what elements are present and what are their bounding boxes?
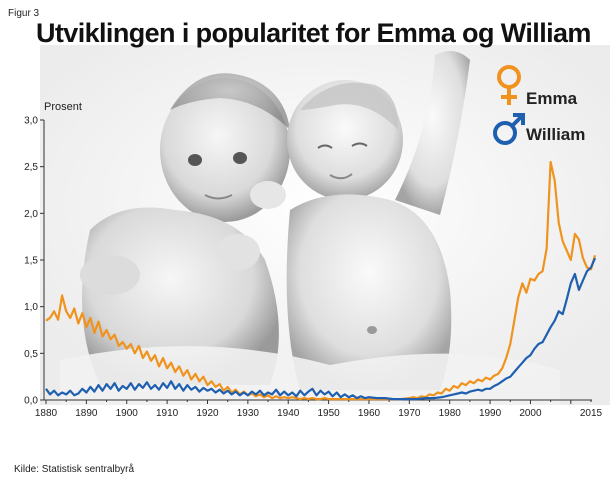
legend-label-emma: Emma (526, 89, 578, 108)
x-tick-label: 2015 (580, 408, 603, 419)
x-axis: 1880 1890 1900 1910 1920 1930 1940 1950 1960 1970… (35, 399, 603, 419)
legend-item-emma: Emma (497, 65, 578, 108)
male-symbol-icon (493, 113, 525, 145)
y-tick-label: 1,0 (24, 302, 38, 313)
x-tick-label: 1930 (237, 408, 260, 419)
source-note: Kilde: Statistisk sentralbyrå (14, 463, 134, 475)
x-tick-label: 1900 (116, 408, 139, 419)
x-tick-label: 1890 (75, 408, 98, 419)
x-tick-label: 1980 (439, 408, 462, 419)
x-tick-label: 1940 (277, 408, 300, 419)
legend-label-william: William (526, 125, 585, 144)
series-line-william (45, 257, 597, 401)
x-tick-label: 1960 (358, 408, 381, 419)
x-tick-label: 1910 (156, 408, 179, 419)
chart-title: Utviklingen i popularitet for Emma og Wi… (36, 18, 591, 48)
x-tick-label: 1970 (398, 408, 421, 419)
y-axis: 0,0 0,5 1,0 1,5 2,0 2,5 3,0 (24, 116, 45, 407)
female-symbol-icon (497, 65, 521, 105)
y-tick-label: 0,0 (24, 396, 38, 407)
x-tick-label: 2000 (519, 408, 542, 419)
babies-photo (40, 45, 610, 405)
y-tick-label: 0,5 (24, 349, 38, 360)
x-tick-label: 1920 (196, 408, 219, 419)
series-line-emma (45, 160, 597, 401)
y-tick-label: 2,0 (24, 209, 38, 220)
x-tick-label: 1950 (317, 408, 340, 419)
y-axis-label: Prosent (44, 101, 82, 113)
y-tick-label: 2,5 (24, 162, 38, 173)
figure-label: Figur 3 (8, 8, 40, 19)
series-lines (45, 160, 597, 401)
y-tick-label: 3,0 (24, 116, 38, 127)
x-tick-label: 1880 (35, 408, 58, 419)
x-tick-label: 1990 (479, 408, 502, 419)
legend-item-william: William (493, 113, 585, 145)
legend: Emma William (493, 65, 585, 145)
y-tick-label: 1,5 (24, 256, 38, 267)
